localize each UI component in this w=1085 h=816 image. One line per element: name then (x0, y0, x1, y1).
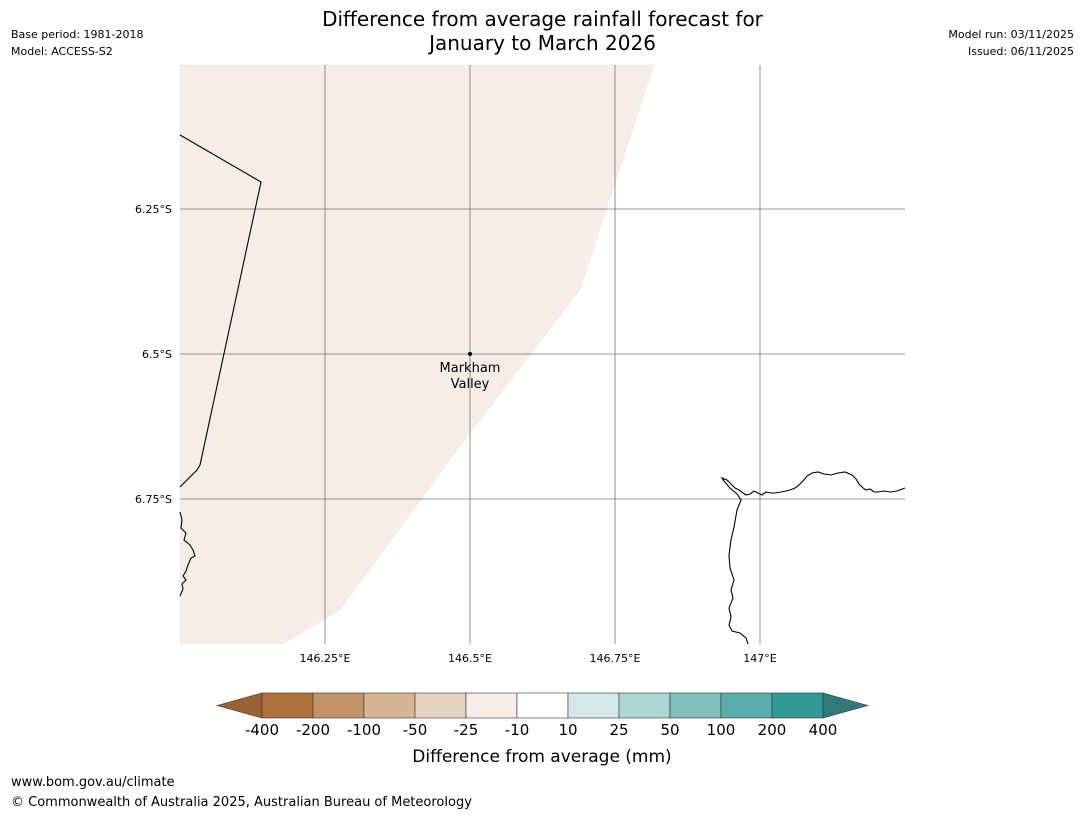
lat-label-6-5: 6.5°S (142, 348, 172, 361)
legend-tick-label: -50 (403, 721, 428, 739)
legend-tick-label: -400 (245, 721, 279, 739)
website-link[interactable]: www.bom.gov.au/climate (11, 775, 175, 790)
title-line-1: Difference from average rainfall forecas… (322, 7, 763, 31)
legend-extend-low (215, 692, 263, 719)
lon-axis-labels: 146.25°E 146.5°E 146.75°E 147°E (300, 652, 777, 665)
lon-label-147: 147°E (743, 652, 776, 665)
base-period: Base period: 1981-2018 (11, 28, 144, 41)
shaded-region (179, 64, 655, 645)
meta-left: Base period: 1981-2018 Model: ACCESS-S2 (11, 26, 143, 60)
legend-tick-label: 50 (660, 721, 679, 739)
legend-tick-label: -200 (296, 721, 330, 739)
meta-right: Model run: 03/11/2025 Issued: 06/11/2025 (948, 26, 1074, 60)
colour-legend: -400 -200 -100 -50 -25 -10 10 25 50 100 200 400 (215, 692, 870, 739)
legend-tick-label: 400 (809, 721, 838, 739)
legend-tick-label: 200 (758, 721, 787, 739)
page-title: Difference from average rainfall forecas… (0, 7, 1085, 55)
legend-tick-label: -10 (505, 721, 530, 739)
coastline-east (720, 471, 906, 645)
boundary-line (179, 134, 262, 488)
copyright-notice: © Commonwealth of Australia 2025, Austra… (11, 795, 472, 810)
legend-swatch (669, 692, 722, 719)
lat-axis-labels: 6.25°S 6.5°S 6.75°S (135, 203, 172, 506)
coastlines (179, 134, 906, 645)
legend-tick-label: -25 (454, 721, 479, 739)
place-label-line-1: Markham (440, 361, 501, 376)
legend-swatch (465, 692, 518, 719)
legend-swatch (618, 692, 671, 719)
legend-swatch (567, 692, 620, 719)
legend-swatch (771, 692, 824, 719)
legend-swatch (261, 692, 314, 719)
lon-label-146-25: 146.25°E (300, 652, 351, 665)
issued-date: Issued: 06/11/2025 (967, 45, 1074, 58)
lat-label-6-25: 6.25°S (135, 203, 172, 216)
legend-tick-label: -100 (347, 721, 381, 739)
place-label-line-2: Valley (451, 377, 490, 392)
legend-tick-label: 100 (707, 721, 736, 739)
coastline-southwest (179, 511, 196, 597)
legend-tick-label: 25 (609, 721, 628, 739)
markham-valley-marker (468, 352, 472, 356)
lat-label-6-75: 6.75°S (135, 493, 172, 506)
title-line-2: January to March 2026 (429, 31, 656, 55)
legend-title: Difference from average (mm) (412, 747, 671, 767)
legend-extend-high (822, 692, 870, 719)
legend-swatch (516, 692, 569, 719)
model-name: Model: ACCESS-S2 (11, 45, 113, 58)
legend-swatch (363, 692, 416, 719)
lon-label-146-5: 146.5°E (448, 652, 492, 665)
legend-swatch (312, 692, 365, 719)
lon-label-146-75: 146.75°E (590, 652, 641, 665)
gridlines (180, 65, 905, 644)
legend-tick-label: 10 (558, 721, 577, 739)
legend-swatch (414, 692, 467, 719)
model-run: Model run: 03/11/2025 (948, 28, 1074, 41)
legend-swatch (720, 692, 773, 719)
